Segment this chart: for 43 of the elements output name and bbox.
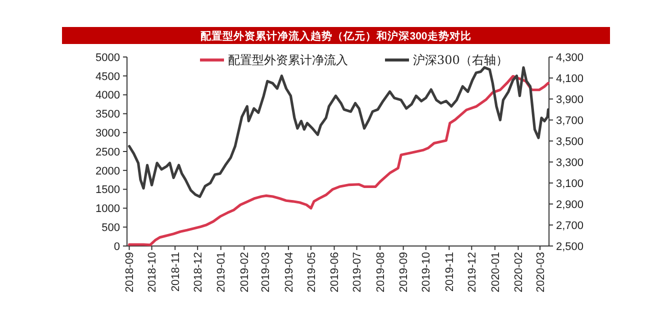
y2-tick-label: 4,300 [556,52,584,64]
x-tick-label: 2020-03 [534,252,547,292]
y-tick-label: 1500 [96,184,120,196]
y-tick-label: 0 [114,240,120,253]
y-tick-label: 3000 [96,127,120,140]
chart-title: 配置型外资累计净流入趋势（亿元）和沪深300走势对比 [200,30,472,42]
x-tick-label: 2019-08 [374,252,387,292]
x-tick-label: 2019-01 [216,252,228,292]
x-tick-label: 2018-10 [146,252,159,292]
y-tick-label: 2000 [96,165,120,178]
y2-tick-label: 3,900 [556,94,584,106]
x-tick-label: 2019-11 [444,252,456,292]
x-tick-label: 2019-12 [466,252,479,292]
y-tick-label: 4500 [96,70,120,83]
y-tick-label: 500 [102,222,120,234]
y-tick-label: 2500 [96,146,120,158]
x-tick-label: 2019-09 [398,252,410,292]
y2-tick-label: 3,300 [556,156,584,169]
y2-tick-label: 3,500 [556,136,584,148]
x-tick-label: 2019-03 [260,252,272,292]
y-tick-label: 4000 [96,90,120,102]
x-tick-label: 2019-05 [306,252,318,292]
y2-tick-label: 3,100 [556,178,584,190]
y2-tick-label: 2,700 [556,220,584,232]
x-tick-label: 2018-11 [170,252,182,292]
x-tick-label: 2019-07 [352,252,364,292]
x-tick-label: 2018-12 [192,252,204,292]
y2-tick-label: 3,700 [556,114,584,127]
legend-label: 配置型外资累计净流入 [228,53,348,68]
legend-label: 沪深300（右轴） [413,53,508,68]
x-tick-label: 2019-10 [420,252,433,292]
x-tick-label: 2018-09 [124,252,136,292]
y2-tick-label: 2,500 [556,240,584,253]
y2-tick-label: 2,900 [556,198,584,211]
x-tick-label: 2019-04 [283,252,296,292]
x-tick-label: 2020-02 [513,252,526,292]
x-tick-label: 2019-02 [238,252,251,292]
y-tick-label: 5000 [96,52,120,64]
y-tick-label: 3500 [96,108,120,121]
x-tick-label: 2019-06 [329,252,342,292]
y-tick-label: 1000 [96,203,120,216]
x-tick-label: 2020-01 [490,252,502,292]
y2-tick-label: 4,100 [556,72,584,85]
